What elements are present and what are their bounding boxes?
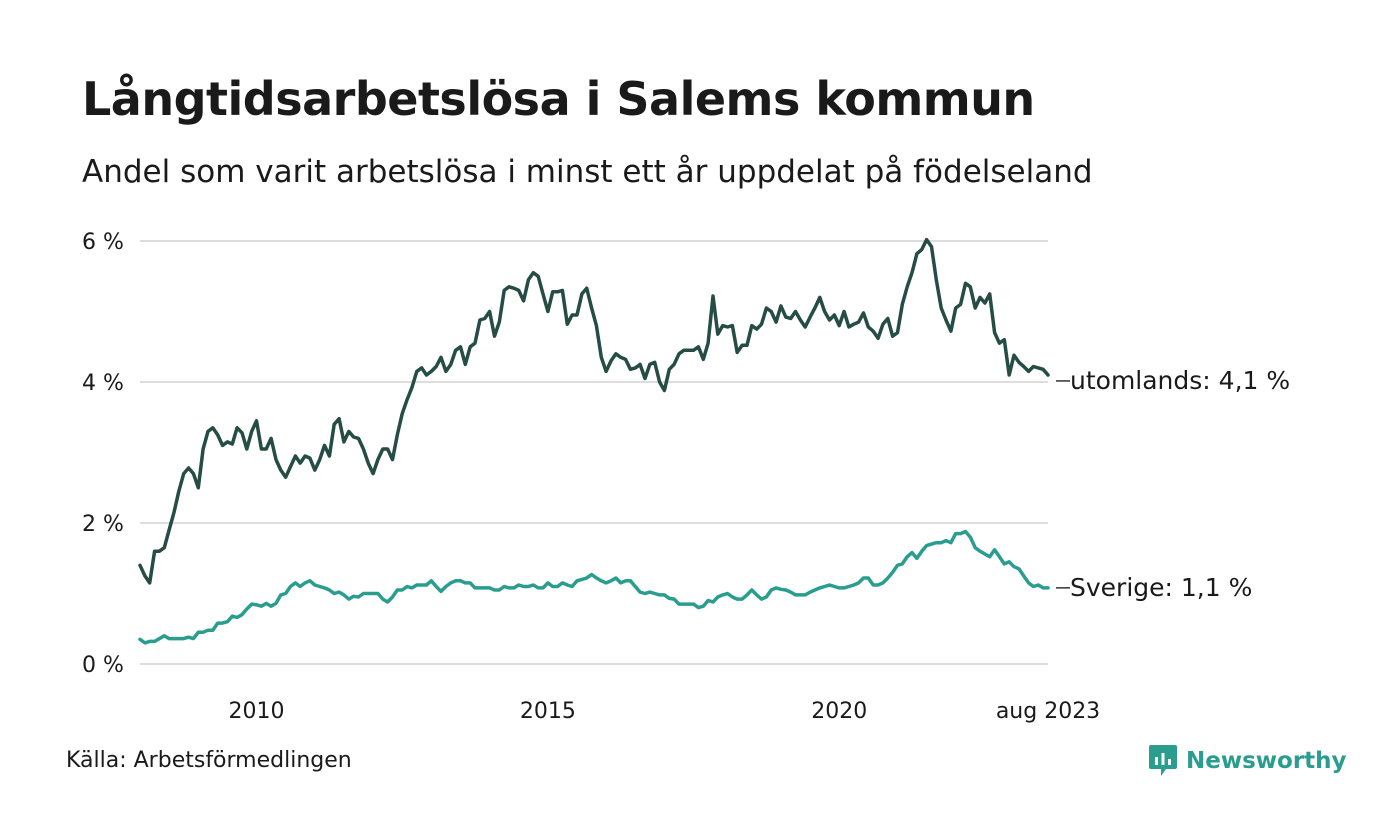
end-label-utomlands: utomlands: 4,1 % <box>1070 366 1290 395</box>
source-note: Källa: Arbetsförmedlingen <box>66 748 352 773</box>
newsworthy-logo[interactable]: Newsworthy <box>1148 743 1347 779</box>
series-line-utomlands <box>138 237 1050 585</box>
y-tick-label: 6 % <box>82 230 124 255</box>
y-tick-label: 4 % <box>82 371 124 396</box>
gridlines <box>140 240 1048 665</box>
x-tick-label: 2015 <box>520 699 576 724</box>
series-lines <box>138 237 1050 645</box>
chart-title: Långtidsarbetslösa i Salems kommun <box>82 72 1035 126</box>
series-line-sverige <box>138 529 1050 645</box>
brand-name: Newsworthy <box>1186 748 1347 774</box>
newsworthy-logo-icon <box>1149 745 1177 776</box>
series-end-labels: utomlands: 4,1 % Sverige: 1,1 % <box>1056 366 1290 602</box>
y-axis-ticks: 0 % 2 % 4 % 6 % <box>82 230 124 678</box>
chart-subtitle: Andel som varit arbetslösa i minst ett å… <box>82 154 1093 190</box>
y-tick-label: 2 % <box>82 512 124 537</box>
x-tick-label: 2010 <box>229 699 285 724</box>
y-tick-label: 0 % <box>82 653 124 678</box>
x-axis-ticks: 2010 2015 2020 aug 2023 <box>229 699 1101 724</box>
x-tick-label: 2020 <box>811 699 867 724</box>
x-tick-label: aug 2023 <box>996 699 1100 724</box>
end-label-sverige: Sverige: 1,1 % <box>1070 573 1252 602</box>
